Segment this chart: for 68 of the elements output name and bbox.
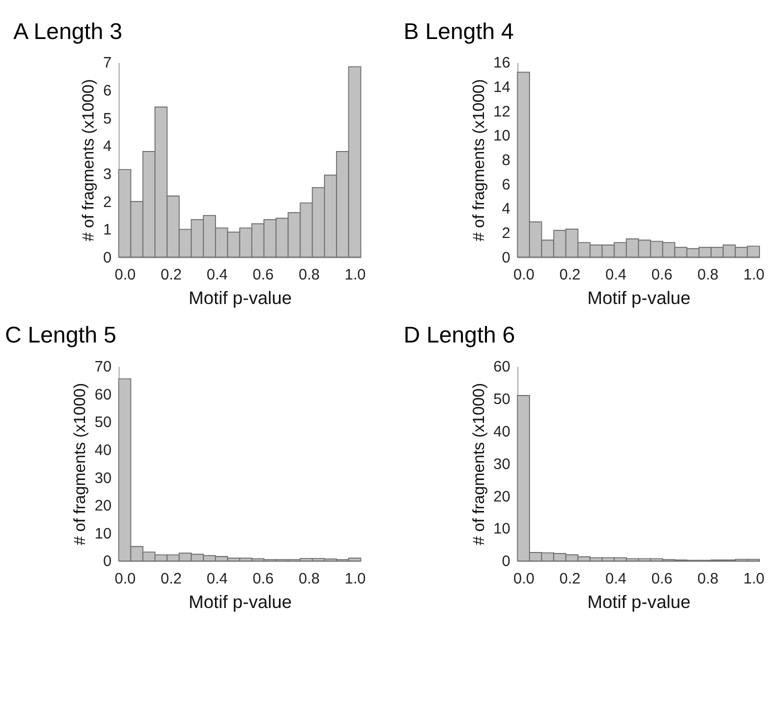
x-tick-label: 0.8 (298, 266, 320, 284)
x-axis-title: Motif p-value (587, 288, 691, 308)
x-tick-label: 0.6 (252, 570, 274, 588)
x-axis-title: Motif p-value (587, 592, 691, 612)
x-tick-label: 0.6 (252, 266, 274, 284)
x-tick-label: 0.0 (513, 266, 535, 284)
y-tick-label: 6 (502, 176, 510, 194)
chart-title: C Length 5 (4, 322, 116, 348)
y-axis-title: # of fragments (x1000) (470, 79, 488, 242)
x-tick-label: 0.4 (206, 570, 228, 588)
x-tick-label: 0.0 (114, 570, 136, 588)
y-tick-label: 16 (493, 54, 510, 72)
y-tick-label: 40 (493, 423, 510, 440)
y-tick-label: 50 (493, 390, 510, 408)
y-tick-label: 0 (502, 553, 510, 570)
y-tick-label: 3 (103, 166, 112, 183)
y-tick-label: 2 (103, 194, 112, 211)
x-axis-title: Motif p-value (188, 288, 292, 308)
x-tick-label: 0.2 (559, 570, 580, 588)
y-tick-label: 20 (94, 498, 112, 515)
y-tick-label: 1 (103, 222, 112, 239)
y-tick-label: 40 (94, 442, 112, 459)
x-tick-label: 0.4 (605, 266, 626, 284)
y-tick-label: 5 (103, 110, 112, 128)
chart-title: B Length 4 (404, 18, 514, 44)
x-tick-label: 0.8 (697, 266, 718, 284)
y-tick-label: 60 (94, 386, 112, 404)
x-tick-label: 0.6 (651, 570, 672, 588)
y-tick-label: 0 (103, 249, 112, 266)
y-tick-label: 12 (493, 103, 510, 120)
chart-title: A Length 3 (13, 18, 122, 44)
x-tick-label: 0.0 (114, 266, 136, 284)
y-axis-title: # of fragments (x1000) (470, 382, 488, 546)
y-tick-label: 20 (493, 488, 510, 506)
y-axis-title: # of fragments (x1000) (71, 382, 90, 546)
x-tick-label: 0.4 (605, 570, 626, 588)
x-tick-label: 0.0 (513, 570, 535, 588)
x-tick-label: 0.4 (206, 266, 228, 284)
y-axis-title: # of fragments (x1000) (80, 79, 98, 242)
x-tick-label: 0.8 (697, 570, 718, 588)
y-tick-label: 4 (103, 138, 112, 156)
x-tick-label: 1.0 (344, 266, 366, 284)
y-tick-label: 70 (94, 358, 112, 376)
y-tick-label: 7 (103, 54, 112, 72)
y-tick-label: 50 (94, 414, 112, 432)
y-tick-label: 60 (493, 358, 510, 376)
y-tick-label: 2 (502, 225, 510, 242)
y-tick-label: 4 (502, 200, 510, 218)
x-axis-title: Motif p-value (188, 592, 292, 612)
x-tick-label: 0.2 (160, 570, 182, 588)
y-tick-label: 10 (493, 520, 510, 538)
y-tick-label: 30 (493, 456, 510, 473)
y-tick-label: 30 (94, 470, 112, 487)
chart-title: D Length 6 (404, 322, 516, 348)
x-tick-label: 0.8 (298, 570, 320, 588)
y-tick-label: 0 (103, 553, 112, 570)
y-tick-label: 8 (502, 152, 510, 170)
y-tick-label: 10 (493, 128, 510, 145)
y-tick-label: 0 (502, 249, 510, 266)
y-tick-label: 14 (493, 79, 510, 96)
x-tick-label: 0.6 (651, 266, 672, 284)
y-tick-label: 6 (103, 82, 112, 100)
x-tick-label: 0.2 (160, 266, 182, 284)
x-tick-label: 1.0 (743, 266, 764, 284)
x-tick-label: 1.0 (344, 570, 366, 588)
x-tick-label: 1.0 (743, 570, 764, 588)
x-tick-label: 0.2 (559, 266, 580, 284)
y-tick-label: 10 (94, 525, 112, 542)
